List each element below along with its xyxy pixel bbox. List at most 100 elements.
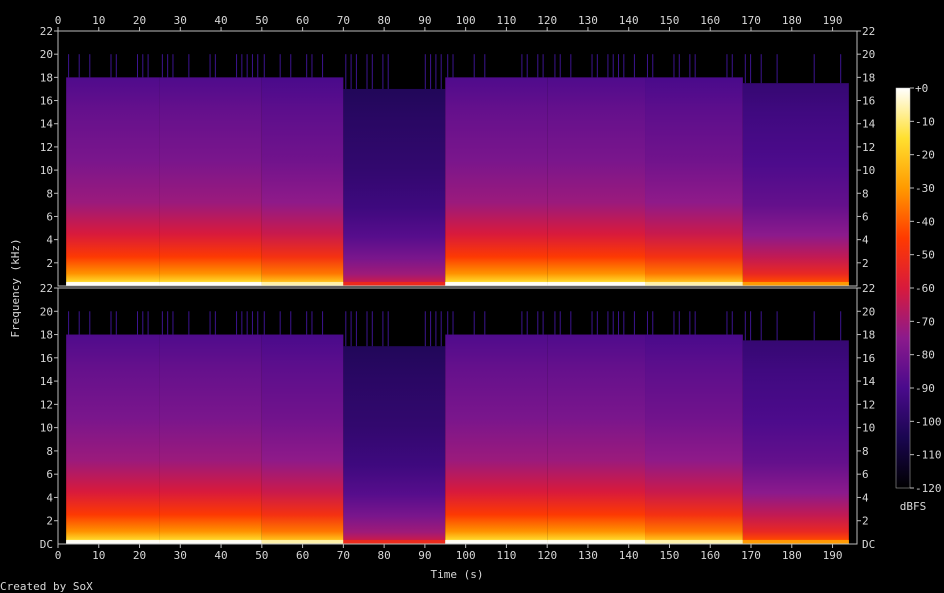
segment-7: [645, 334, 743, 544]
x-tick-label: 50: [255, 549, 268, 562]
x-tick-label-top: 120: [537, 14, 557, 27]
x-tick-label: 190: [823, 549, 843, 562]
colorbar-tick-label: -110: [915, 449, 942, 462]
colorbar-tick-label: -40: [915, 215, 935, 228]
x-tick-label: 90: [418, 549, 431, 562]
y-tick-label: 18: [40, 71, 53, 84]
segment-1: [66, 334, 160, 544]
channel-2-spectrogram: [57, 287, 858, 545]
segment-7: [645, 77, 743, 286]
colorbar-label: dBFS: [900, 500, 927, 513]
colorbar-tick-label: -60: [915, 282, 935, 295]
y-tick-label: 16: [40, 95, 53, 108]
x-tick-label-top: 180: [782, 14, 802, 27]
segment-5: [445, 334, 548, 544]
y-tick-label: 6: [46, 210, 53, 223]
x-tick-label: 180: [782, 549, 802, 562]
x-tick-label: 0: [55, 549, 62, 562]
y-tick-label: 20: [40, 305, 53, 318]
segment-2: [159, 334, 262, 544]
y-tick-label-right: 22: [862, 282, 875, 295]
x-tick-label-top: 50: [255, 14, 268, 27]
x-tick-label-top: 30: [174, 14, 187, 27]
x-tick-label: 110: [496, 549, 516, 562]
y-tick-label-right: 8: [862, 187, 869, 200]
segment-3: [261, 77, 344, 286]
colorbar-tick-label: -120: [915, 482, 942, 495]
footer-credit: Created by SoX: [0, 580, 93, 593]
x-tick-label-top: 160: [700, 14, 720, 27]
x-tick-label: 10: [92, 549, 105, 562]
x-tick-label: 170: [741, 549, 761, 562]
segment-4: [343, 88, 446, 286]
y-tick-label: 4: [46, 234, 53, 247]
x-tick-label-top: 100: [456, 14, 476, 27]
y-tick-label-right: 2: [862, 515, 869, 528]
colorbar-tick-label: -10: [915, 115, 935, 128]
x-tick-label-top: 140: [619, 14, 639, 27]
y-tick-label-right: 10: [862, 422, 875, 435]
segment-8: [742, 83, 849, 286]
channel-1-spectrogram: [57, 30, 858, 287]
segment-2: [159, 77, 262, 286]
y-tick-label-right: 4: [862, 234, 869, 247]
y-tick-label: 22: [40, 25, 53, 38]
y-tick-label: 10: [40, 164, 53, 177]
colorbar-tick-label: -50: [915, 249, 935, 262]
y-tick-label: 14: [40, 375, 54, 388]
x-tick-label-top: 60: [296, 14, 309, 27]
x-tick-label: 40: [214, 549, 227, 562]
segment-1: [66, 77, 160, 286]
x-tick-label-top: 170: [741, 14, 761, 27]
x-tick-label: 70: [337, 549, 350, 562]
x-tick-label: 120: [537, 549, 557, 562]
y-tick-label: 12: [40, 398, 53, 411]
y-tick-label-right: 6: [862, 210, 869, 223]
segment-4: [343, 346, 446, 544]
y-tick-label: 10: [40, 422, 53, 435]
x-tick-label: 150: [660, 549, 680, 562]
y-tick-label-right: 8: [862, 445, 869, 458]
y-tick-label-right: 14: [862, 375, 876, 388]
colorbar-tick-label: -100: [915, 415, 942, 428]
x-tick-label-top: 20: [133, 14, 146, 27]
y-tick-label-right: 20: [862, 48, 875, 61]
x-tick-label: 100: [456, 549, 476, 562]
y-tick-label: 8: [46, 445, 53, 458]
y-tick-label-right: 22: [862, 25, 875, 38]
segment-5: [445, 77, 548, 286]
x-tick-label: 130: [578, 549, 598, 562]
x-tick-label: 30: [174, 549, 187, 562]
colorbar-tick-label: -70: [915, 315, 935, 328]
y-tick-label-right: 16: [862, 95, 875, 108]
x-tick-label-top: 0: [55, 14, 62, 27]
y-tick-label-right: DC: [862, 538, 875, 551]
y-tick-label-right: 20: [862, 305, 875, 318]
segment-8: [742, 340, 849, 544]
x-tick-label-top: 190: [823, 14, 843, 27]
segment-3: [261, 334, 344, 544]
y-tick-label-right: 6: [862, 468, 869, 481]
x-tick-label-top: 40: [214, 14, 227, 27]
y-tick-label: DC: [40, 538, 53, 551]
y-tick-label: 2: [46, 515, 53, 528]
colorbar-tick-label: -80: [915, 349, 935, 362]
x-tick-label: 140: [619, 549, 639, 562]
y-tick-label: 8: [46, 187, 53, 200]
y-tick-label-right: 14: [862, 118, 876, 131]
y-tick-label-right: 2: [862, 257, 869, 270]
x-tick-label: 60: [296, 549, 309, 562]
x-tick-label-top: 80: [377, 14, 390, 27]
segment-6: [547, 77, 646, 286]
y-tick-label: 16: [40, 352, 53, 365]
x-tick-label: 80: [377, 549, 390, 562]
y-tick-label-right: 4: [862, 491, 869, 504]
y-tick-label: 20: [40, 48, 53, 61]
x-tick-label: 160: [700, 549, 720, 562]
y-tick-label: 22: [40, 282, 53, 295]
x-tick-label-top: 10: [92, 14, 105, 27]
colorbar-tick-label: +0: [915, 82, 928, 95]
y-tick-label: 2: [46, 257, 53, 270]
y-tick-label: 4: [46, 491, 53, 504]
